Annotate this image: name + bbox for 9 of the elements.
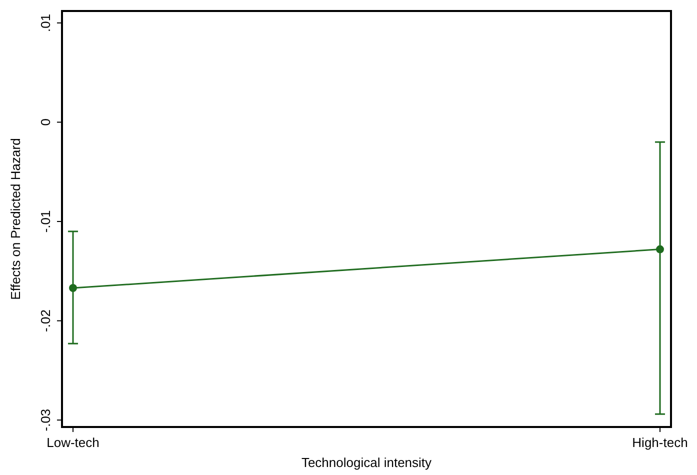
y-axis-title: Effects on Predicted Hazard — [8, 138, 23, 300]
y-tick-label: 0 — [38, 118, 53, 126]
y-tick-label: .01 — [38, 14, 53, 32]
x-axis-title: Technological intensity — [301, 455, 432, 470]
y-tick-label: -.02 — [38, 310, 53, 332]
x-tick-label: Low-tech — [46, 435, 100, 450]
y-tick-label: -.01 — [38, 210, 53, 233]
y-tick-label: -.03 — [38, 408, 53, 432]
x-tick-label: High-tech — [632, 435, 688, 450]
